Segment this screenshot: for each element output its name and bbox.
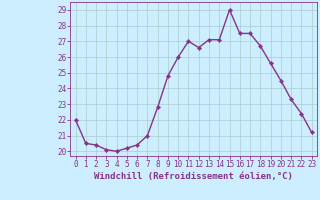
- X-axis label: Windchill (Refroidissement éolien,°C): Windchill (Refroidissement éolien,°C): [94, 172, 293, 181]
